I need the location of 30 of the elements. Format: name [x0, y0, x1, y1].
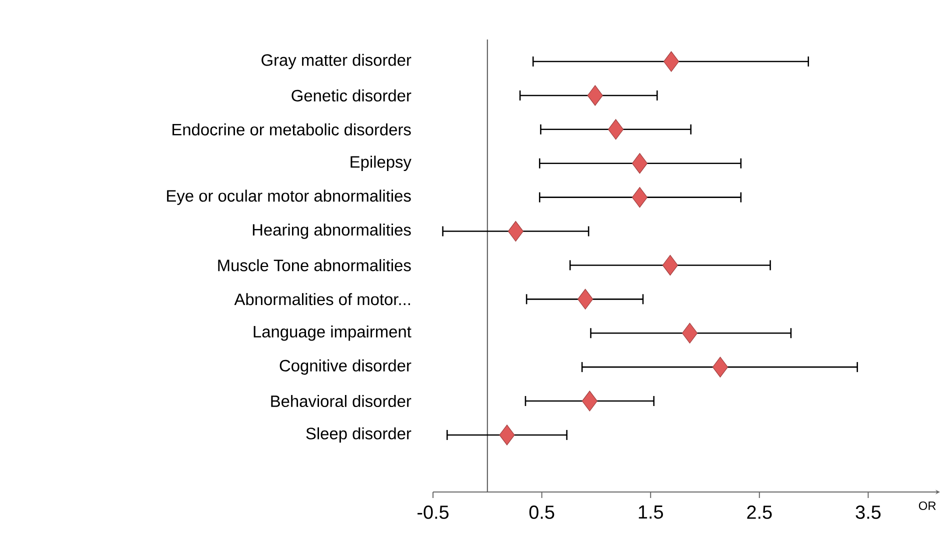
x-tick-label: 0.5: [529, 506, 554, 519]
point: [582, 390, 598, 412]
y-tick-label: Sleep disorder: [306, 427, 412, 443]
point: [499, 424, 515, 446]
point: [587, 85, 603, 106]
y-tick-label: Hearing abnormalities: [252, 224, 411, 239]
y-tick-label: Eye or ocular motor abnormalities: [167, 190, 411, 205]
point: [578, 288, 594, 310]
x-axis-title: OR: [918, 502, 936, 510]
y-tick-label: Behavioral disorder: [271, 394, 412, 408]
point: [663, 51, 680, 72]
y-tick-label: Endocrine or metabolic disorders: [172, 123, 411, 136]
y-tick-label: Language impairment: [254, 325, 412, 341]
point: [712, 356, 728, 378]
y-tick-label: Cognitive disorder: [280, 359, 412, 375]
x-tick-label: -0.5: [418, 506, 449, 519]
point: [662, 254, 678, 276]
y-tick-label: Epilepsy: [350, 156, 412, 172]
y-tick-label: Muscle Tone abnormalities: [218, 259, 411, 272]
x-tick-label: 3.5: [856, 506, 881, 519]
point: [608, 119, 624, 140]
point: [508, 220, 524, 242]
point: [682, 322, 698, 344]
x-tick-label: 2.5: [747, 506, 772, 519]
y-tick-label: Abnormalities of motor...: [234, 293, 410, 306]
x-tick-label: 1.5: [638, 506, 663, 519]
point: [632, 153, 648, 174]
y-tick-label: Gray matter disorder: [262, 54, 412, 70]
y-tick-label: Genetic disorder: [292, 89, 412, 102]
point: [632, 187, 648, 208]
